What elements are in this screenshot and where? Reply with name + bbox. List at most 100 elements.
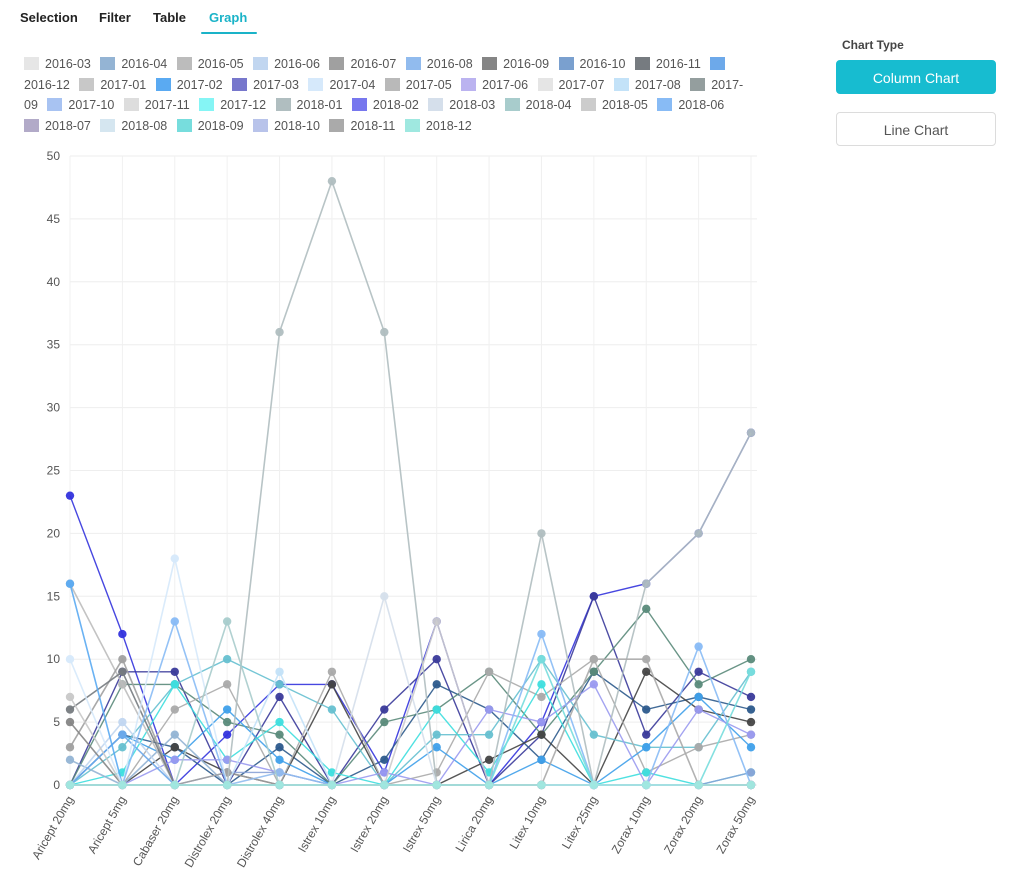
series-point <box>275 743 284 752</box>
series-point <box>170 780 179 790</box>
legend-swatch <box>461 77 477 91</box>
legend-item[interactable]: 2017-03 <box>232 77 299 92</box>
legend-item[interactable]: 2016-11 <box>634 57 701 71</box>
legend-swatch <box>504 98 520 111</box>
legend-item[interactable]: 2018-05 <box>580 98 648 112</box>
legend-swatch <box>613 77 629 91</box>
legend-label: 2018-11 <box>350 118 396 133</box>
series-point <box>589 667 599 676</box>
series-point <box>118 717 127 727</box>
line-chart-button[interactable]: Line Chart <box>836 112 996 146</box>
series-point <box>65 743 75 752</box>
legend-item[interactable]: 2018-06 <box>657 98 724 112</box>
legend-item[interactable]: 2016-10 <box>558 57 625 71</box>
series-point <box>432 705 441 714</box>
series-point <box>484 730 494 739</box>
x-tick-label: Zorax 10mg <box>609 794 653 856</box>
legend-item[interactable]: 2016-08 <box>405 57 473 71</box>
tab-table[interactable]: Table <box>153 10 186 25</box>
series-point <box>222 617 232 626</box>
legend-item[interactable]: 2018-04 <box>504 98 572 112</box>
legend-item[interactable]: 2017-05 <box>384 77 452 92</box>
legend-item[interactable]: 2018-10 <box>253 118 320 133</box>
legend-item[interactable]: 2016-05 <box>176 57 244 71</box>
series-point <box>275 730 284 739</box>
legend-label: 2016-09 <box>503 57 550 71</box>
x-tick-label: Litex 10mg <box>507 794 548 852</box>
tab-selection[interactable]: Selection <box>20 10 78 25</box>
legend-item[interactable]: 2017-09 <box>24 77 743 112</box>
legend-swatch <box>634 57 650 70</box>
legend-label: 2016-04 <box>121 57 168 71</box>
series-point <box>537 755 546 765</box>
series-point <box>170 617 179 626</box>
legend-item[interactable]: 2018-08 <box>100 118 167 133</box>
series-point <box>642 705 651 714</box>
series-point <box>380 717 389 727</box>
series-point <box>432 780 441 790</box>
legend-item[interactable]: 2017-11 <box>123 98 190 112</box>
legend-label: 2018-09 <box>197 118 244 133</box>
legend-item[interactable]: 2016-07 <box>329 57 396 71</box>
legend-item[interactable]: 2018-01 <box>275 98 342 112</box>
legend-label: 2017-01 <box>100 77 147 92</box>
legend-item[interactable]: 2017-08 <box>613 77 681 92</box>
series-line <box>69 682 752 786</box>
series-point <box>746 730 756 739</box>
legend-item[interactable]: 2018-12 <box>404 118 472 133</box>
legend-label: 2016-05 <box>197 57 244 71</box>
legend-item[interactable]: 2016-04 <box>100 57 167 71</box>
legend-item[interactable]: 2016-12 <box>24 57 731 92</box>
series-point <box>537 780 546 790</box>
legend-item[interactable]: 2016-06 <box>253 57 320 71</box>
series-point <box>642 743 651 752</box>
legend-item[interactable]: 2018-11 <box>329 118 396 133</box>
series-point <box>118 655 127 664</box>
legend-item[interactable]: 2017-10 <box>47 98 114 112</box>
legend-label: 2018-12 <box>425 118 472 133</box>
legend-item[interactable]: 2018-07 <box>24 118 91 133</box>
chart-type-title: Chart Type <box>842 38 904 52</box>
series-point <box>746 705 756 714</box>
tab-filter[interactable]: Filter <box>99 10 131 25</box>
series-point <box>380 755 389 765</box>
series-point <box>642 780 651 790</box>
legend-item[interactable]: 2018-02 <box>351 98 419 112</box>
legend-swatch <box>329 118 345 132</box>
legend-label: 2018-10 <box>274 118 320 133</box>
legend-swatch <box>580 98 596 111</box>
column-chart-button[interactable]: Column Chart <box>836 60 996 94</box>
series-point <box>746 428 756 437</box>
series-point <box>275 768 284 777</box>
y-tick-label: 25 <box>47 464 61 478</box>
legend-item[interactable]: 2017-04 <box>308 77 375 92</box>
series-line <box>69 657 752 787</box>
series-point <box>642 730 651 739</box>
legend-item[interactable]: 2016-09 <box>482 57 549 71</box>
x-tick-label: Zorax 50mg <box>713 794 757 856</box>
series-point <box>484 705 494 714</box>
series-point <box>380 780 389 790</box>
legend-item[interactable]: 2017-12 <box>199 98 266 112</box>
x-tick-label: Istrex 20mg <box>347 794 390 855</box>
legend-item[interactable]: 2017-01 <box>79 77 147 92</box>
series-point <box>275 680 284 689</box>
legend-item[interactable]: 2017-02 <box>155 77 223 92</box>
y-tick-label: 30 <box>47 401 61 415</box>
legend-item[interactable]: 2017-06 <box>461 77 528 92</box>
series-line <box>69 432 752 787</box>
legend-swatch <box>232 77 248 91</box>
series-point <box>222 680 232 689</box>
series-point <box>170 755 179 765</box>
chart-type-panel: Chart Type Column Chart Line Chart <box>836 38 996 164</box>
legend-item[interactable]: 2017-07 <box>537 77 605 92</box>
tab-graph[interactable]: Graph <box>209 10 248 25</box>
series-point <box>589 730 599 739</box>
legend-item[interactable]: 2016-03 <box>24 57 91 71</box>
legend-swatch <box>308 77 324 91</box>
series-point <box>589 592 599 601</box>
series-point <box>432 617 441 626</box>
legend-label: 2017-07 <box>558 77 605 92</box>
legend-item[interactable]: 2018-09 <box>176 118 244 133</box>
legend-item[interactable]: 2018-03 <box>428 98 495 112</box>
